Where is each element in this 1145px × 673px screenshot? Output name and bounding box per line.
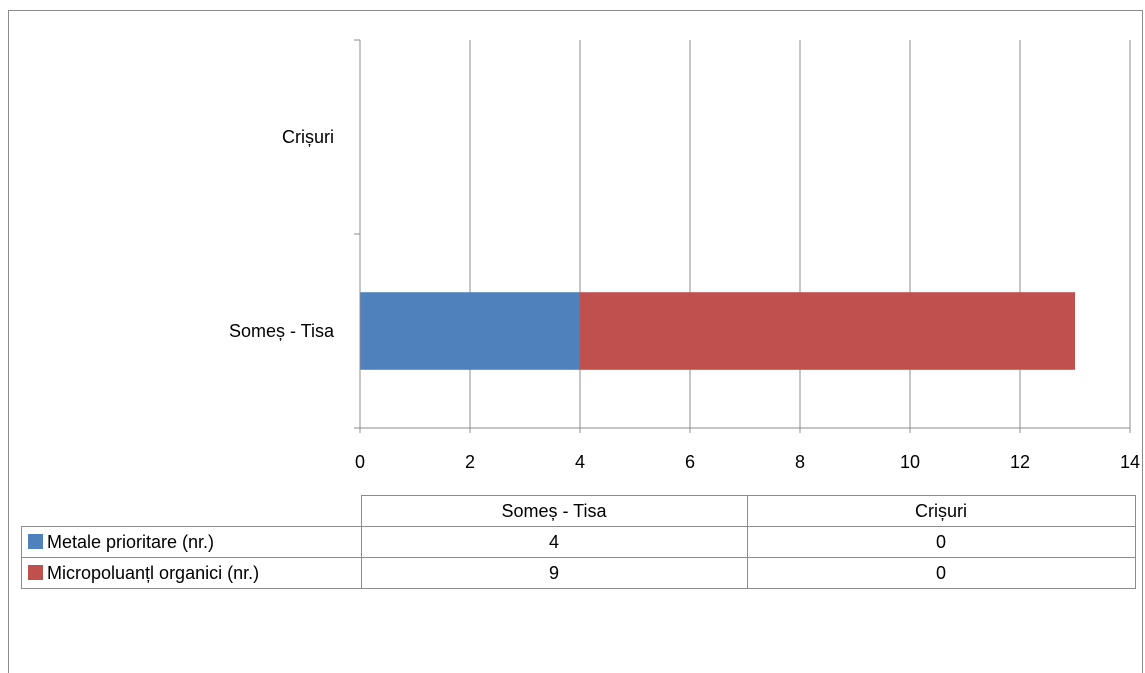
- data-table: Someș - Tisa Crișuri Metale prioritare (…: [21, 495, 1136, 589]
- table-cell: 4: [361, 527, 747, 558]
- x-tick-label: 4: [575, 452, 585, 472]
- x-tick-label: 8: [795, 452, 805, 472]
- table-row-header: Micropoluanțl organici (nr.): [22, 558, 362, 589]
- table-col-header: Someș - Tisa: [361, 496, 747, 527]
- table-row-header: Metale prioritare (nr.): [22, 527, 362, 558]
- table-row-label: Metale prioritare (nr.): [47, 532, 214, 552]
- table-row: Micropoluanțl organici (nr.) 9 0: [22, 558, 1136, 589]
- axes: 0 2 4 6 8 10 12 14 Someș - Tisa Crișuri: [229, 40, 1140, 472]
- bar-chart: 0 2 4 6 8 10 12 14 Someș - Tisa Crișuri: [0, 0, 1145, 495]
- x-tick-label: 0: [355, 452, 365, 472]
- x-tick-label: 14: [1120, 452, 1140, 472]
- table-corner: [22, 496, 362, 527]
- table-col-header: Crișuri: [747, 496, 1135, 527]
- legend-swatch: [28, 565, 43, 580]
- legend-swatch: [28, 534, 43, 549]
- bars: [360, 292, 1075, 370]
- x-tick-label: 12: [1010, 452, 1030, 472]
- table-cell: 0: [747, 558, 1135, 589]
- table-row-label: Micropoluanțl organici (nr.): [47, 563, 259, 583]
- y-category-label: Someș - Tisa: [229, 321, 335, 341]
- table-header-row: Someș - Tisa Crișuri: [22, 496, 1136, 527]
- bar-segment: [360, 292, 580, 370]
- table-cell: 9: [361, 558, 747, 589]
- table-row: Metale prioritare (nr.) 4 0: [22, 527, 1136, 558]
- table-cell: 0: [747, 527, 1135, 558]
- x-tick-label: 10: [900, 452, 920, 472]
- y-category-label: Crișuri: [282, 127, 334, 147]
- x-tick-label: 2: [465, 452, 475, 472]
- x-tick-label: 6: [685, 452, 695, 472]
- bar-segment: [580, 292, 1075, 370]
